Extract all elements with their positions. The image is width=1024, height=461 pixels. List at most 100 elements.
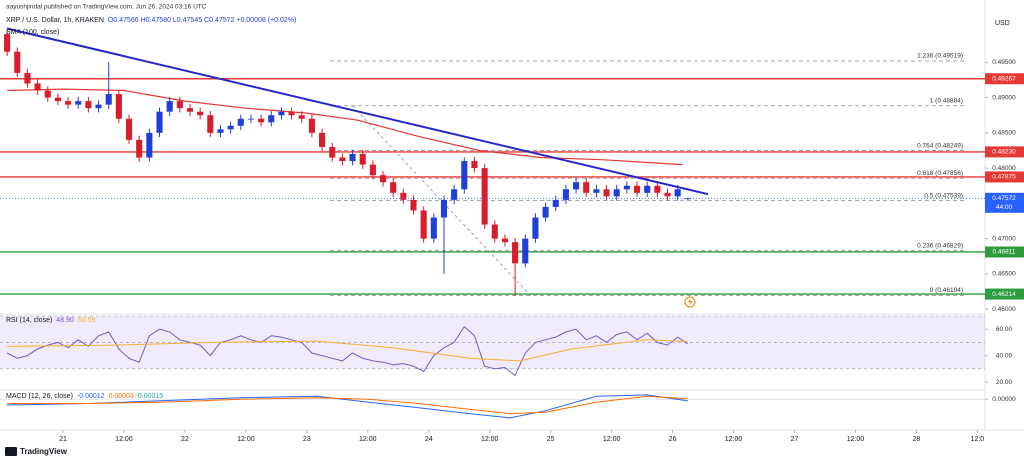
y-tick-label: 0.47000 (992, 235, 1016, 242)
y-tick-label: 0.48500 (992, 130, 1016, 137)
candle-body (308, 118, 315, 133)
y-tick-label: 0.46000 (992, 306, 1016, 313)
candle-body (24, 72, 31, 84)
candle-body (491, 224, 498, 239)
level-tag-label: 0.47875 (992, 174, 1016, 181)
candle-body (410, 199, 417, 211)
level-tag (985, 246, 1024, 258)
x-tick-label: 25 (547, 436, 555, 443)
candle-body (593, 189, 600, 193)
candle-body (319, 132, 326, 147)
last-price-tag (985, 192, 1024, 213)
x-tick-label: 12:00 (359, 436, 377, 443)
candle-body (136, 139, 143, 158)
level-tag (985, 146, 1024, 158)
brand-logo (5, 447, 17, 456)
candle-body (379, 175, 387, 183)
fib-label: 1.236 (0.49519) (917, 53, 963, 60)
candle-body (125, 118, 133, 140)
y-tick-label: 0.49000 (992, 94, 1016, 101)
candle-body (501, 238, 508, 243)
lightning-icon (688, 298, 693, 306)
candle-body (186, 108, 194, 112)
candle-body (75, 101, 82, 105)
candle-body (664, 192, 671, 197)
candle-body (278, 111, 285, 116)
candle-body (4, 34, 11, 52)
candle-body (654, 185, 661, 193)
y-tick-label: 0.48000 (992, 165, 1016, 172)
fib-label: 0.236 (0.46829) (917, 242, 963, 249)
y-tick-label: 0.46500 (992, 271, 1016, 278)
currency: USD (995, 20, 1010, 27)
candle-body (573, 182, 580, 190)
candle-body (522, 238, 529, 264)
x-tick-label: 24 (425, 436, 433, 443)
indicator-line (7, 339, 688, 362)
candle-body (512, 242, 519, 264)
rsi-ma-value: 50.59 (78, 317, 96, 324)
rsi-legend: RSI (14, close) 48.90 50.59 (6, 317, 95, 324)
candle-body (451, 189, 458, 200)
candle-body (95, 104, 102, 109)
x-tick-label: 12:00 (481, 436, 499, 443)
macd-title: MACD (12, 26, close) (6, 393, 73, 400)
candle-body (237, 118, 244, 126)
signal-value: 0.00003 (109, 393, 134, 400)
x-tick-label: 12:00 (725, 436, 743, 443)
fib-diagonal (352, 105, 531, 296)
candle-body (583, 182, 590, 193)
candle-body (471, 161, 478, 169)
x-tick-label: 23 (303, 436, 311, 443)
fib-label: 0.764 (0.48249) (917, 142, 963, 149)
candle-body (298, 115, 305, 119)
candle-body (217, 129, 224, 133)
x-tick-label: 27 (791, 436, 799, 443)
x-tick-label: 12:00 (237, 436, 255, 443)
candle-body (227, 125, 234, 130)
candle-body (14, 51, 21, 73)
macd-value: -0.00012 (77, 393, 105, 400)
candle-body (613, 189, 620, 197)
plot-area: 1.236 (0.49519) 1 (0.48884) 0.764 (0.48249… (0, 27, 985, 419)
y-tick-label: 0.49500 (992, 59, 1016, 66)
candle-body (268, 115, 275, 123)
indicator-line (6, 325, 689, 377)
candle-body (105, 94, 112, 105)
symbol-title: XRP / U.S. Dollar, 1h, KRAKEN (6, 17, 104, 24)
candle-body (349, 154, 356, 162)
candle-body (166, 101, 173, 112)
histogram-value: 0.00015 (138, 393, 163, 400)
x-tick-label: 12:00 (847, 436, 865, 443)
candle-body (197, 111, 204, 116)
level-tag-label: 0.46214 (992, 291, 1016, 298)
x-tick-label: 12:0 (971, 436, 985, 443)
macd-legend: MACD (12, 26, close) -0.00012 0.00003 0.000… (6, 393, 163, 400)
published-note: aayushjindal published on TradingView.co… (6, 4, 207, 11)
candle-body (44, 90, 51, 98)
x-tick-label: 28 (913, 436, 921, 443)
x-tick-label: 12:00 (115, 436, 133, 443)
rsi-value: 48.90 (56, 317, 74, 324)
x-tick-label: 22 (181, 436, 189, 443)
y-tick-label: 20.00 (996, 379, 1013, 386)
indicator-line (7, 395, 688, 415)
ohlc-values: O0.47566 H0.47580 L0.47545 C0.47572 +0.0… (108, 17, 296, 24)
candle-body (369, 164, 376, 176)
level-tag (985, 288, 1024, 300)
rsi-title: RSI (14, close) (6, 317, 52, 324)
last-price-label: 0.47572 (992, 195, 1016, 202)
y-tick-label: 0.00000 (992, 396, 1016, 403)
candle-body (440, 199, 448, 218)
x-tick-label: 12:00 (603, 436, 621, 443)
level-tag-label: 0.49267 (992, 75, 1016, 82)
sma-legend: SMA (100, close) (6, 29, 59, 36)
candle-body (34, 83, 41, 91)
countdown: 44:00 (996, 204, 1013, 211)
level-tag (985, 73, 1024, 85)
candle-body (207, 115, 214, 133)
candle-body (481, 168, 488, 225)
candle-body (115, 94, 122, 119)
candle-body (633, 185, 641, 193)
